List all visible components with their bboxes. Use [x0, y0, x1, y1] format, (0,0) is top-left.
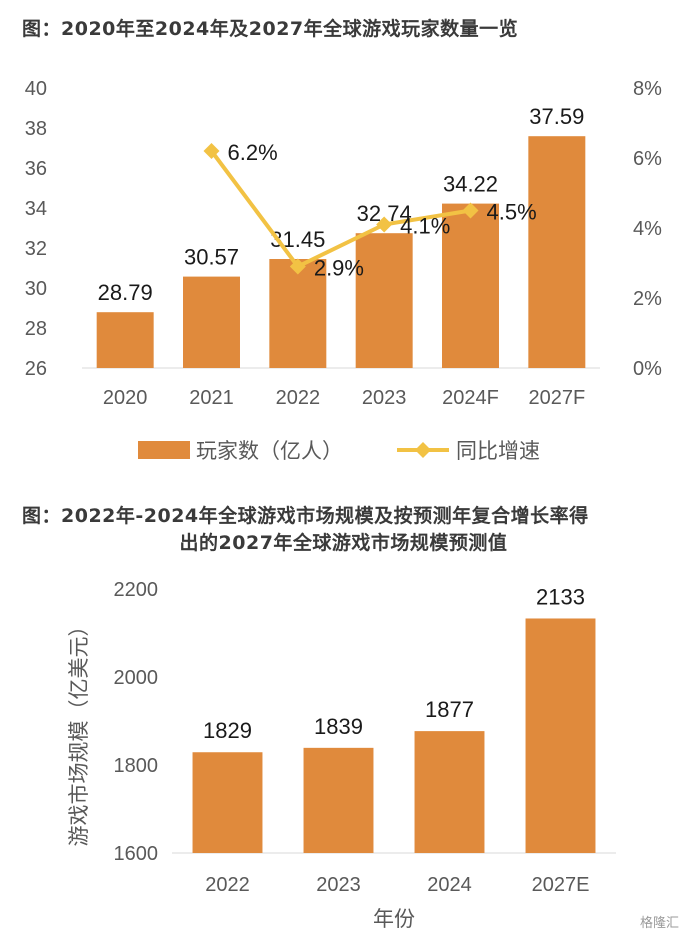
bar [414, 731, 485, 853]
legend-line-label: 同比增速 [456, 439, 540, 463]
x-tick-label: 2024 [427, 874, 472, 896]
growth-data-label: 4.5% [487, 200, 537, 225]
chart1-title: 图：2020年至2024年及2027年全球游戏玩家数量一览 [22, 18, 519, 40]
growth-data-label: 6.2% [228, 140, 278, 165]
growth-line [209, 149, 471, 270]
y-tick-label: 2200 [114, 579, 159, 601]
y-tick-label: 38 [25, 118, 47, 140]
growth-marker [289, 258, 306, 275]
growth-marker [203, 143, 220, 159]
y-tick-label: 1600 [114, 843, 159, 865]
y2-tick-label: 0% [633, 358, 662, 380]
bar-data-label: 28.79 [98, 280, 153, 305]
bar [525, 618, 596, 853]
y2-tick-label: 8% [633, 78, 662, 100]
y2-tick-label: 2% [633, 288, 662, 310]
bar-data-label: 1829 [203, 718, 252, 743]
bar [183, 276, 240, 368]
x-tick-label: 2023 [316, 874, 361, 896]
bar [96, 312, 154, 368]
legend-line-marker [415, 442, 431, 458]
y-tick-label: 32 [25, 238, 47, 260]
x-axis-title: 年份 [373, 907, 415, 931]
bar [528, 136, 586, 368]
chart1-svg: 26 28 30 32 34 36 38 40 0% 2% 4% 6% 8% 28.79 2020 30.57… [25, 78, 662, 463]
y-axis-title: 游戏市场规模（亿美元） [67, 616, 91, 847]
y-tick-label: 2000 [114, 667, 159, 689]
y2-tick-label: 6% [633, 148, 662, 170]
bar-data-label: 2133 [536, 584, 585, 609]
x-tick-label: 2021 [189, 387, 234, 409]
y-tick-label: 34 [25, 198, 47, 220]
growth-marker [376, 216, 393, 233]
growth-data-label: 2.9% [314, 256, 364, 281]
watermark-logo: 格隆汇 [639, 916, 679, 931]
legend-bar-label: 玩家数（亿人） [196, 439, 343, 463]
y-tick-label: 30 [25, 278, 47, 300]
growth-data-label: 4.1% [400, 214, 450, 239]
x-tick-label: 2027F [528, 387, 585, 409]
bar [192, 752, 263, 853]
bar-data-label: 37.59 [529, 104, 584, 129]
chart2-title-line2: 出的2027年全球游戏市场规模预测值 [179, 532, 508, 554]
y-tick-label: 40 [25, 78, 47, 100]
bar [269, 259, 327, 368]
bar-data-label: 1877 [425, 697, 474, 722]
x-tick-label: 2022 [276, 387, 321, 409]
x-tick-label: 2022 [205, 874, 250, 896]
x-tick-label: 2023 [362, 387, 407, 409]
bar [442, 203, 499, 368]
y-tick-label: 28 [25, 318, 47, 340]
legend-bar-swatch [138, 441, 190, 459]
x-tick-label: 2024F [442, 387, 499, 409]
bar [303, 747, 374, 853]
x-tick-label: 2027E [532, 874, 590, 896]
y-tick-label: 1800 [114, 755, 159, 777]
y-tick-label: 26 [25, 358, 47, 380]
x-tick-label: 2020 [103, 387, 148, 409]
y-tick-label: 36 [25, 158, 47, 180]
bar-data-label: 34.22 [443, 172, 498, 197]
growth-marker [462, 202, 479, 219]
bar [355, 233, 413, 368]
bar-data-label: 30.57 [184, 245, 239, 270]
bar-data-label: 1839 [314, 714, 363, 739]
y2-tick-label: 4% [633, 218, 662, 240]
chart2-title-line1: 图：2022年-2024年全球游戏市场规模及按预测年复合增长率得 [22, 505, 589, 527]
